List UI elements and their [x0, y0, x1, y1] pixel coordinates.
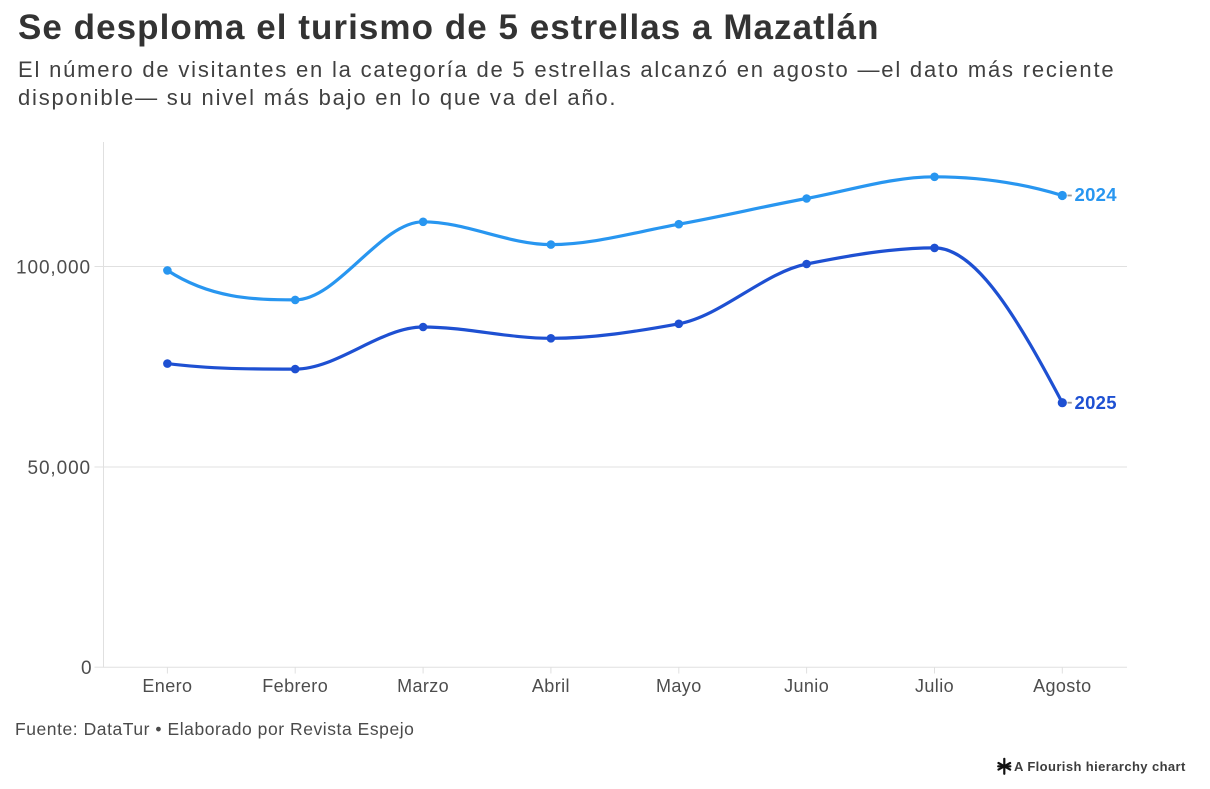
- svg-text:Mayo: Mayo: [656, 676, 702, 696]
- svg-text:Agosto: Agosto: [1033, 676, 1091, 696]
- svg-text:Julio: Julio: [915, 676, 954, 696]
- svg-text:Junio: Junio: [784, 676, 829, 696]
- svg-text:100,000: 100,000: [16, 257, 91, 278]
- svg-text:0: 0: [81, 658, 92, 679]
- svg-text:Marzo: Marzo: [397, 676, 449, 696]
- svg-text:50,000: 50,000: [27, 458, 91, 479]
- svg-text:2025: 2025: [1075, 392, 1117, 413]
- svg-text:Abril: Abril: [532, 676, 570, 696]
- svg-text:Enero: Enero: [142, 676, 192, 696]
- svg-text:Febrero: Febrero: [262, 676, 328, 696]
- svg-text:2024: 2024: [1075, 184, 1118, 205]
